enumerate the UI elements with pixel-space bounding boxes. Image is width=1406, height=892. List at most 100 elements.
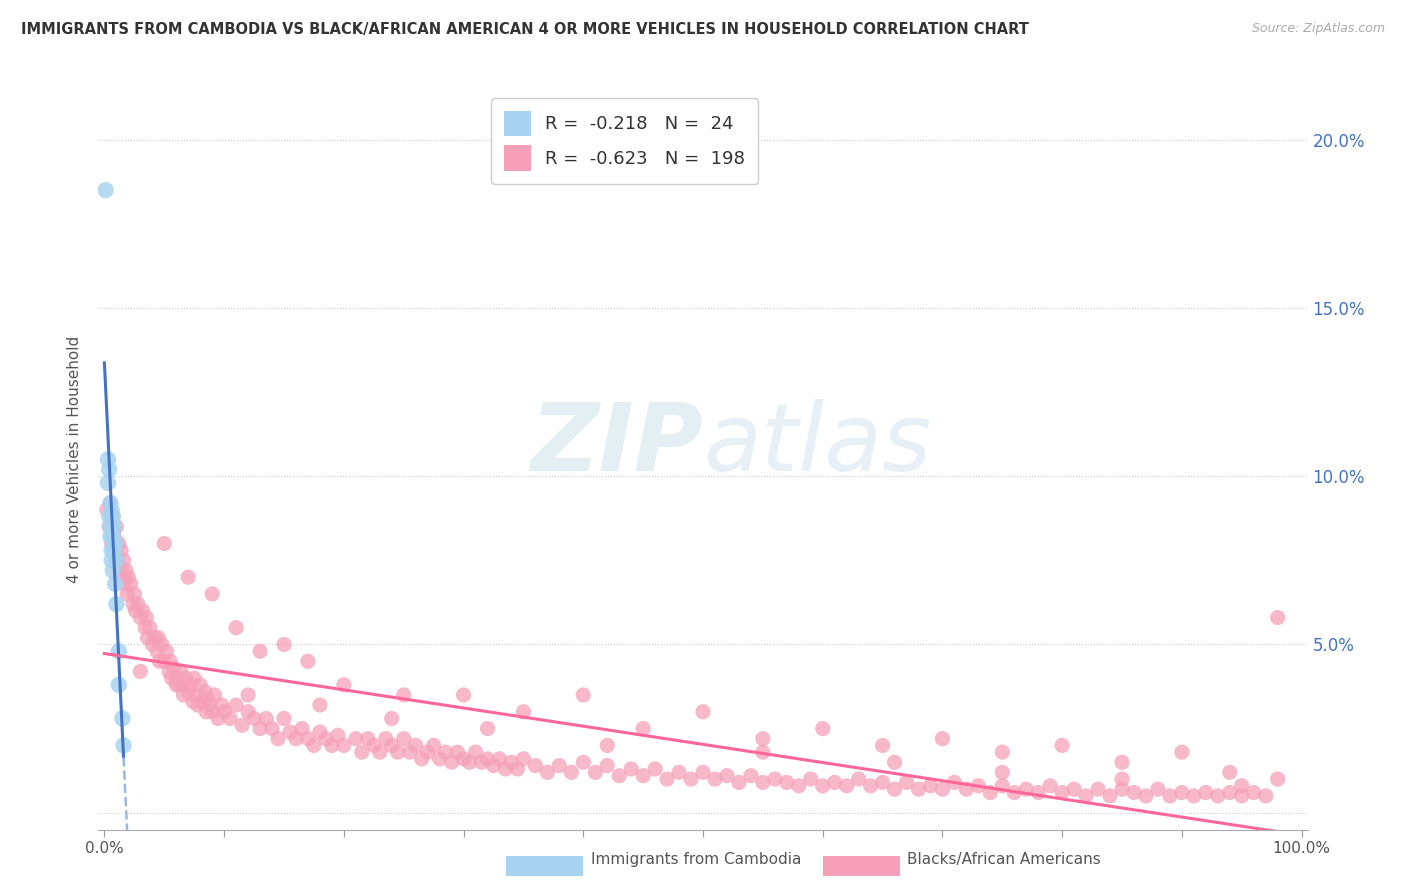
Point bbox=[434, 745, 457, 759]
Point bbox=[127, 597, 149, 611]
Point bbox=[204, 688, 226, 702]
Point bbox=[333, 739, 356, 753]
Point bbox=[124, 604, 146, 618]
Point bbox=[907, 782, 929, 797]
Point bbox=[177, 684, 200, 698]
Point bbox=[184, 688, 207, 702]
Point bbox=[170, 665, 193, 679]
Point bbox=[429, 752, 451, 766]
Point bbox=[440, 756, 463, 770]
Point bbox=[236, 705, 259, 719]
Point bbox=[115, 564, 138, 578]
Point bbox=[398, 745, 420, 759]
Point bbox=[100, 543, 122, 558]
Point bbox=[1219, 786, 1241, 800]
Point bbox=[979, 786, 1001, 800]
Point bbox=[704, 772, 727, 786]
Point bbox=[225, 621, 247, 635]
Point bbox=[572, 756, 595, 770]
Point bbox=[219, 712, 242, 726]
Point bbox=[107, 553, 129, 567]
Point bbox=[148, 654, 170, 668]
Point bbox=[104, 536, 127, 550]
Point bbox=[188, 678, 211, 692]
Point bbox=[1015, 782, 1038, 797]
Point bbox=[321, 739, 343, 753]
Point bbox=[135, 610, 157, 624]
Point bbox=[163, 661, 186, 675]
Point bbox=[249, 644, 271, 658]
Point bbox=[284, 731, 307, 746]
Point bbox=[326, 728, 349, 742]
Point bbox=[139, 621, 162, 635]
Point bbox=[536, 765, 558, 780]
Point bbox=[174, 671, 197, 685]
Point bbox=[100, 553, 122, 567]
Point bbox=[392, 688, 415, 702]
Point bbox=[931, 782, 953, 797]
Point bbox=[835, 779, 858, 793]
Point bbox=[132, 604, 155, 618]
Point bbox=[297, 731, 319, 746]
Point bbox=[129, 665, 152, 679]
Point bbox=[446, 745, 468, 759]
Point bbox=[752, 745, 775, 759]
Point bbox=[967, 779, 990, 793]
Point bbox=[512, 705, 534, 719]
Point bbox=[112, 553, 135, 567]
Point bbox=[111, 570, 134, 584]
Text: Source: ZipAtlas.com: Source: ZipAtlas.com bbox=[1251, 22, 1385, 36]
Point bbox=[1219, 765, 1241, 780]
Point bbox=[97, 475, 120, 490]
Point bbox=[668, 765, 690, 780]
Point bbox=[110, 543, 132, 558]
Point bbox=[883, 756, 905, 770]
Point bbox=[679, 772, 702, 786]
Point bbox=[107, 644, 129, 658]
Point bbox=[811, 779, 834, 793]
Point bbox=[572, 688, 595, 702]
Point bbox=[260, 722, 283, 736]
Point bbox=[931, 731, 953, 746]
Point bbox=[105, 553, 128, 567]
Point bbox=[273, 712, 295, 726]
Point bbox=[752, 775, 775, 789]
Point bbox=[477, 752, 499, 766]
Point bbox=[278, 725, 301, 739]
Point bbox=[1039, 779, 1062, 793]
Point bbox=[172, 678, 194, 692]
Point bbox=[655, 772, 678, 786]
Point bbox=[506, 762, 529, 776]
Point bbox=[411, 752, 433, 766]
Point bbox=[225, 698, 247, 712]
Point bbox=[607, 769, 630, 783]
Point bbox=[104, 543, 127, 558]
Point bbox=[381, 712, 404, 726]
Point bbox=[198, 698, 221, 712]
Point bbox=[231, 718, 253, 732]
Point bbox=[583, 765, 606, 780]
Point bbox=[108, 564, 131, 578]
Point bbox=[458, 756, 481, 770]
Point bbox=[114, 577, 136, 591]
Point bbox=[381, 739, 404, 753]
Point bbox=[811, 722, 834, 736]
Point bbox=[104, 577, 127, 591]
Point bbox=[315, 731, 337, 746]
Point bbox=[115, 587, 138, 601]
Point bbox=[482, 758, 505, 772]
Point bbox=[207, 712, 229, 726]
Point bbox=[309, 698, 332, 712]
Point bbox=[98, 462, 121, 476]
Point bbox=[1171, 745, 1194, 759]
Point bbox=[1111, 772, 1133, 786]
Point bbox=[100, 496, 122, 510]
Point bbox=[363, 739, 385, 753]
Point bbox=[98, 519, 121, 533]
Point bbox=[100, 496, 122, 510]
Point bbox=[101, 509, 124, 524]
Point bbox=[212, 705, 235, 719]
Point bbox=[859, 779, 882, 793]
Point bbox=[787, 779, 810, 793]
Point bbox=[146, 644, 169, 658]
